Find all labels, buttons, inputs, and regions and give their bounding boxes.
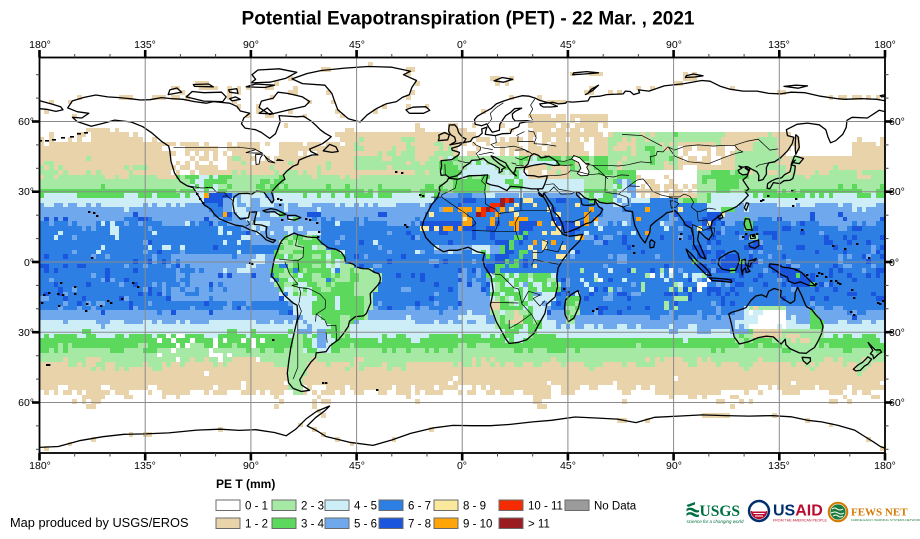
svg-text:0°: 0° xyxy=(457,460,467,472)
svg-text:45°: 45° xyxy=(560,39,576,51)
svg-text:30°: 30° xyxy=(889,186,905,198)
svg-text:90°: 90° xyxy=(666,460,682,472)
svg-text:3 - 4: 3 - 4 xyxy=(301,519,325,531)
svg-text:7 - 8: 7 - 8 xyxy=(408,519,431,531)
svg-text:45°: 45° xyxy=(349,39,365,51)
svg-text:PE T (mm): PE T (mm) xyxy=(216,477,275,491)
svg-text:180°: 180° xyxy=(29,39,51,51)
svg-text:10 - 11: 10 - 11 xyxy=(528,501,563,513)
svg-text:FEWS NET: FEWS NET xyxy=(851,507,908,519)
svg-text:8 - 9: 8 - 9 xyxy=(463,501,486,513)
svg-text:0°: 0° xyxy=(457,39,467,51)
svg-text:90°: 90° xyxy=(243,460,259,472)
svg-text:4 - 5: 4 - 5 xyxy=(354,501,377,513)
svg-text:0 - 1: 0 - 1 xyxy=(245,501,268,513)
svg-text:60°: 60° xyxy=(18,116,34,128)
svg-text:2 - 3: 2 - 3 xyxy=(301,501,324,513)
svg-text:1 - 2: 1 - 2 xyxy=(245,519,268,531)
svg-text:0°: 0° xyxy=(24,257,34,269)
svg-text:FROM THE AMERICAN PEOPLE: FROM THE AMERICAN PEOPLE xyxy=(773,519,827,523)
svg-text:60°: 60° xyxy=(889,397,905,409)
svg-text:30°: 30° xyxy=(18,327,34,339)
svg-text:0°: 0° xyxy=(889,257,899,269)
svg-text:USGS: USGS xyxy=(700,503,741,520)
svg-text:* * *: * * * xyxy=(757,503,761,507)
svg-text:USAID: USAID xyxy=(773,503,823,520)
svg-text:30°: 30° xyxy=(18,186,34,198)
svg-text:Map produced by USGS/EROS: Map produced by USGS/EROS xyxy=(10,515,189,530)
svg-text:5 - 6: 5 - 6 xyxy=(354,519,377,531)
svg-text:science for a changing world: science for a changing world xyxy=(687,519,745,524)
svg-text:45°: 45° xyxy=(349,460,365,472)
svg-text:Potential Evapotranspiration (: Potential Evapotranspiration (PET) - 22 … xyxy=(242,9,695,30)
svg-text:135°: 135° xyxy=(134,39,156,51)
svg-text:60°: 60° xyxy=(18,397,34,409)
svg-text:FAMINE EARLY WARNING SYSTEMS N: FAMINE EARLY WARNING SYSTEMS NETWORK xyxy=(851,518,920,522)
svg-text:135°: 135° xyxy=(134,460,156,472)
svg-text:180°: 180° xyxy=(874,39,896,51)
svg-text:6 - 7: 6 - 7 xyxy=(408,501,431,513)
svg-text:135°: 135° xyxy=(768,460,790,472)
svg-text:90°: 90° xyxy=(243,39,259,51)
svg-text:60°: 60° xyxy=(889,116,905,128)
svg-text:135°: 135° xyxy=(768,39,790,51)
svg-text:180°: 180° xyxy=(29,460,51,472)
svg-text:9 - 10: 9 - 10 xyxy=(463,519,492,531)
svg-text:> 11: > 11 xyxy=(528,519,550,531)
svg-text:No Data: No Data xyxy=(594,501,637,513)
svg-text:180°: 180° xyxy=(874,460,896,472)
svg-text:45°: 45° xyxy=(560,460,576,472)
svg-text:30°: 30° xyxy=(889,327,905,339)
svg-text:90°: 90° xyxy=(666,39,682,51)
